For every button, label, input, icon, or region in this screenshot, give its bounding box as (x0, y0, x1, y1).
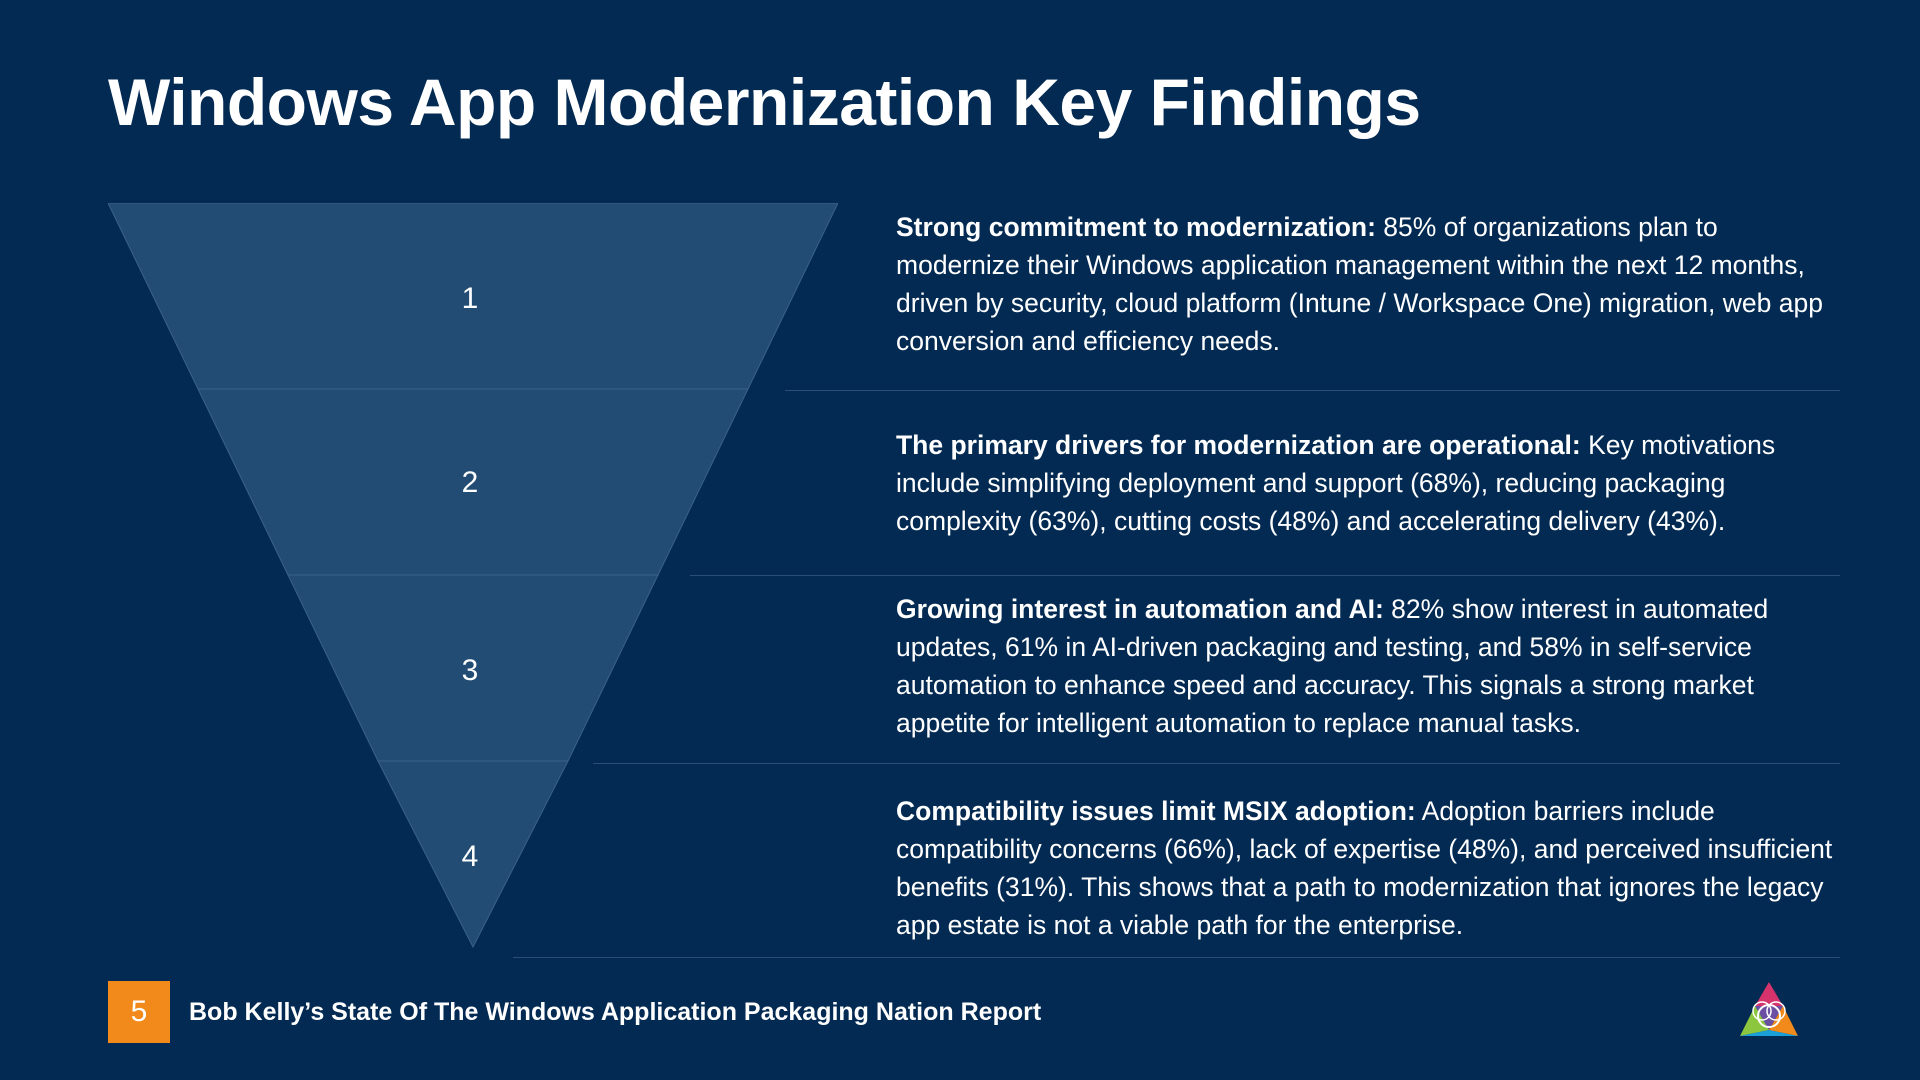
finding-2-heading: The primary drivers for modernization ar… (896, 430, 1581, 460)
company-logo-icon (1736, 980, 1802, 1045)
funnel-level-4-label: 4 (462, 840, 479, 873)
divider-2 (690, 575, 1840, 576)
divider-4 (513, 957, 1840, 958)
funnel-level-3-label: 3 (462, 654, 479, 687)
footer-report-title: Bob Kelly’s State Of The Windows Applica… (189, 998, 1042, 1026)
finding-3-body: 82% show interest in automated updates, … (896, 594, 1769, 738)
funnel-level-1-label: 1 (462, 282, 479, 315)
finding-1: Strong commitment to modernization: 85% … (896, 208, 1846, 360)
finding-2: The primary drivers for modernization ar… (896, 426, 1846, 540)
page-number: 5 (130, 995, 148, 1028)
finding-4-body: Adoption barriers include compatibility … (896, 796, 1833, 940)
finding-3: Growing interest in automation and AI: 8… (896, 590, 1846, 742)
page-number-badge: 5 (108, 981, 170, 1043)
finding-2-body: Key motivations include simplifying depl… (896, 430, 1776, 536)
finding-4: Compatibility issues limit MSIX adoption… (896, 792, 1846, 944)
finding-1-body: 85% of organizations plan to modernize t… (896, 212, 1823, 356)
funnel-level-4-shape (377, 760, 569, 948)
divider-3 (593, 763, 1840, 764)
finding-4-heading: Compatibility issues limit MSIX adoption… (896, 796, 1416, 826)
finding-3-heading: Growing interest in automation and AI: (896, 594, 1384, 624)
funnel-diagram: 1 2 3 4 (108, 203, 838, 948)
slide-title: Windows App Modernization Key Findings (108, 65, 1421, 139)
finding-1-heading: Strong commitment to modernization: (896, 212, 1376, 242)
divider-1 (785, 390, 1840, 391)
funnel-level-2-label: 2 (462, 466, 479, 499)
